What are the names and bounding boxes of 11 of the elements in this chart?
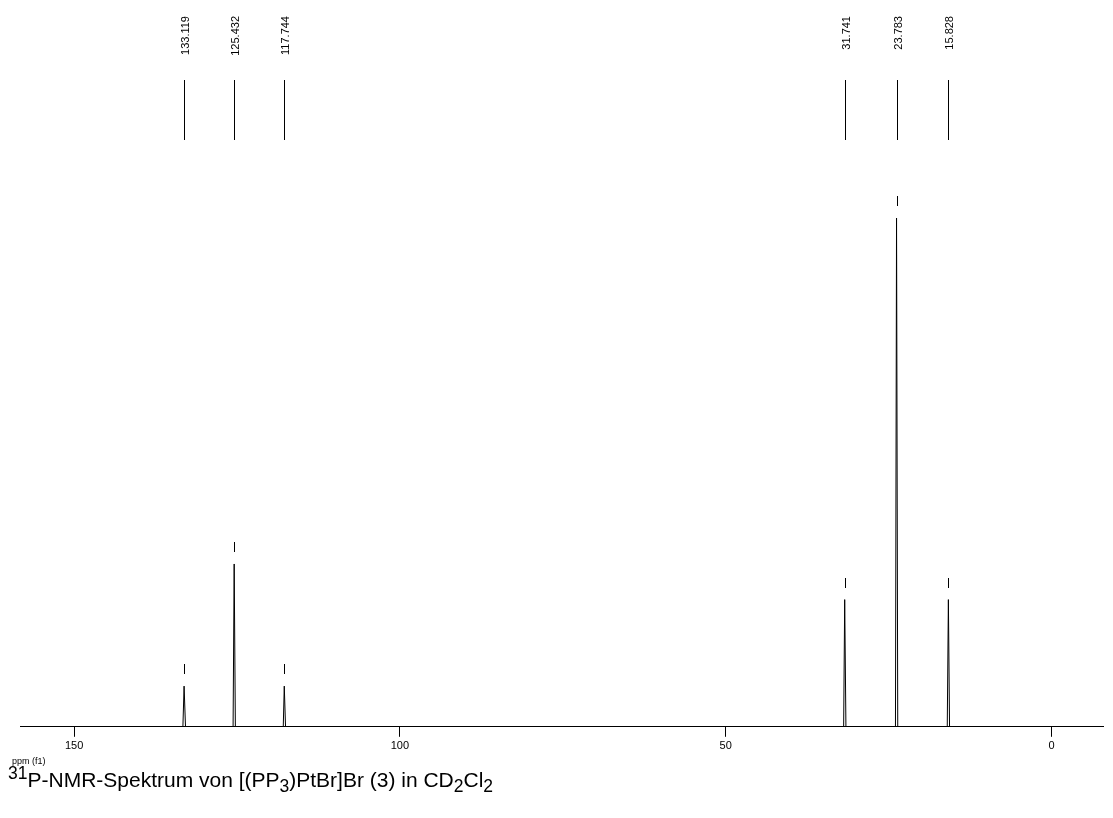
text: 23.783 xyxy=(891,16,904,50)
text: 125.432 xyxy=(228,16,241,56)
x-axis-title: ppm (f1) xyxy=(12,756,47,767)
text: 133.119 xyxy=(178,16,191,55)
text: 15.828 xyxy=(942,16,955,50)
x-tick-label: 50 xyxy=(719,739,732,752)
text: 117.744 xyxy=(278,16,291,55)
text: 31.741 xyxy=(839,16,852,50)
x-tick-label: 150 xyxy=(64,739,84,752)
x-tick-label: 100 xyxy=(390,739,410,752)
x-tick-label: 0 xyxy=(1048,739,1055,752)
